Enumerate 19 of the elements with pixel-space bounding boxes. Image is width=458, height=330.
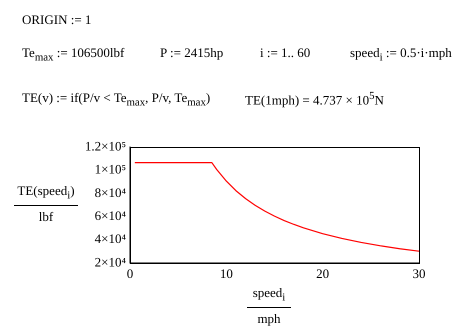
y-tick-label: 1.2×10⁵ bbox=[84, 138, 126, 154]
y-tick-label: 6×10⁴ bbox=[94, 208, 126, 224]
text: TE(v) := if(P/v < Te$_{max}$, P/v, Te$_{max}$) bbox=[22, 90, 210, 109]
x-tick-label: 20 bbox=[316, 266, 330, 282]
text: ORIGIN := 1 bbox=[22, 12, 92, 28]
y-tick-label: 2×10⁴ bbox=[94, 254, 126, 270]
y-tick-label: 8×10⁴ bbox=[94, 184, 126, 200]
text: TE(speed$_{i}$) lbf bbox=[17, 183, 75, 224]
y-tick-label: 1×10⁵ bbox=[94, 162, 126, 177]
x-axis-title: speed$_{i}$ mph bbox=[252, 285, 286, 327]
x-tick-label: 0 bbox=[126, 266, 134, 282]
x-tick-label: 10 bbox=[220, 266, 233, 282]
text: TE(1mph) = 4.737 × 10$^{5}$N bbox=[245, 90, 384, 108]
text: i := 1.. 60 bbox=[260, 45, 310, 61]
y-tick-label: 4×10⁴ bbox=[94, 231, 126, 246]
text: P := 2415hp bbox=[160, 45, 224, 61]
text: Te$_{max}$ := 106500lbf bbox=[22, 45, 124, 64]
text: speed$_{i}$ := 0.5·i·mph bbox=[350, 45, 452, 64]
x-tick-label: 30 bbox=[412, 266, 426, 282]
